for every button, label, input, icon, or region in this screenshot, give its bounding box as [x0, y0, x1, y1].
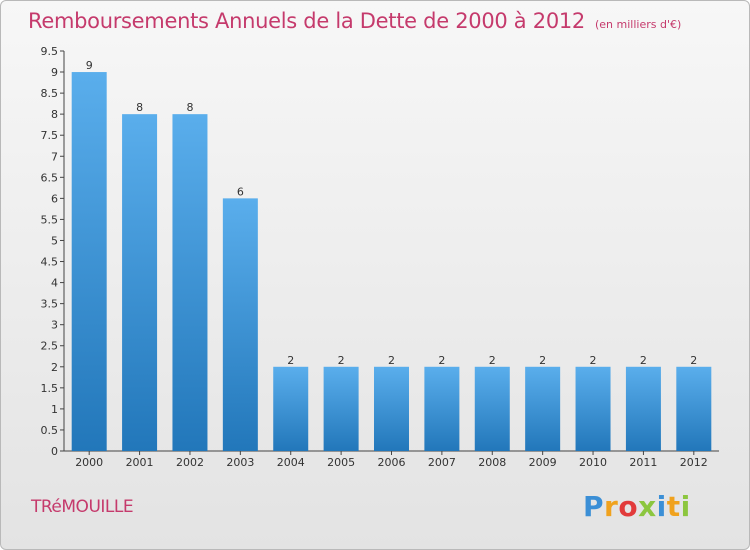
- x-tick-label: 2009: [529, 456, 557, 469]
- x-tick-label: 2012: [680, 456, 708, 469]
- y-tick-label: 5.5: [41, 213, 59, 226]
- proxiti-logo: Proxiti: [583, 490, 691, 523]
- logo-letter: x: [638, 490, 657, 523]
- y-tick-label: 6.5: [41, 171, 59, 184]
- data-label: 8: [186, 101, 193, 114]
- x-tick-label: 2010: [579, 456, 607, 469]
- chart-title: Remboursements Annuels de la Dette de 20…: [28, 9, 681, 33]
- x-tick-label: 2002: [176, 456, 204, 469]
- y-tick-label: 9: [51, 66, 58, 79]
- y-tick-label: 4: [51, 277, 58, 290]
- y-tick-label: 0: [51, 445, 58, 458]
- y-tick-label: 8: [51, 108, 58, 121]
- y-tick-label: 2.5: [41, 340, 59, 353]
- x-tick-label: 2007: [428, 456, 456, 469]
- logo-letter: o: [618, 490, 639, 523]
- title-unit: (en milliers d'€): [595, 18, 682, 31]
- bar: [122, 114, 158, 451]
- logo-letter: P: [583, 490, 605, 523]
- data-label: 2: [640, 354, 647, 367]
- logo-letter: i: [680, 490, 691, 523]
- bar: [273, 366, 309, 451]
- x-tick-label: 2000: [75, 456, 103, 469]
- title-text: Remboursements Annuels de la Dette de 20…: [28, 9, 585, 33]
- y-tick-label: 7.5: [41, 129, 59, 142]
- data-label: 2: [590, 354, 597, 367]
- y-tick-label: 0.5: [41, 424, 59, 437]
- y-tick-label: 4.5: [41, 256, 59, 269]
- y-tick-label: 1: [51, 403, 58, 416]
- y-tick-label: 8.5: [41, 87, 59, 100]
- y-tick-label: 3.5: [41, 298, 59, 311]
- y-tick-label: 2: [51, 361, 58, 374]
- x-tick-label: 2006: [378, 456, 406, 469]
- bar: [424, 366, 460, 451]
- x-tick-label: 2011: [629, 456, 657, 469]
- x-tick-label: 2003: [226, 456, 254, 469]
- bar: [172, 114, 208, 451]
- x-tick-label: 2005: [327, 456, 355, 469]
- x-tick-label: 2004: [277, 456, 305, 469]
- data-label: 8: [136, 101, 143, 114]
- logo-letter: i: [656, 490, 667, 523]
- bar: [474, 366, 510, 451]
- data-label: 2: [388, 354, 395, 367]
- bar: [222, 198, 258, 451]
- y-tick-label: 9.5: [41, 45, 59, 58]
- bar: [575, 366, 611, 451]
- y-tick-label: 3: [51, 319, 58, 332]
- bar: [625, 366, 661, 451]
- bar: [525, 366, 561, 451]
- y-tick-label: 7: [51, 150, 58, 163]
- data-label: 2: [489, 354, 496, 367]
- bar: [676, 366, 712, 451]
- data-label: 2: [287, 354, 294, 367]
- data-label: 2: [539, 354, 546, 367]
- commune-name: TRéMOUILLE: [31, 497, 134, 517]
- data-label: 2: [338, 354, 345, 367]
- data-label: 2: [438, 354, 445, 367]
- bar: [71, 72, 107, 451]
- data-label: 9: [86, 59, 93, 72]
- logo-letter: t: [666, 490, 681, 523]
- y-tick-label: 1.5: [41, 382, 59, 395]
- y-tick-label: 6: [51, 192, 58, 205]
- data-label: 2: [690, 354, 697, 367]
- y-tick-label: 5: [51, 234, 58, 247]
- data-label: 6: [237, 185, 244, 198]
- x-tick-label: 2001: [126, 456, 154, 469]
- logo-letter: r: [604, 490, 619, 523]
- bar: [374, 366, 409, 451]
- bar: [323, 366, 359, 451]
- x-tick-label: 2008: [478, 456, 506, 469]
